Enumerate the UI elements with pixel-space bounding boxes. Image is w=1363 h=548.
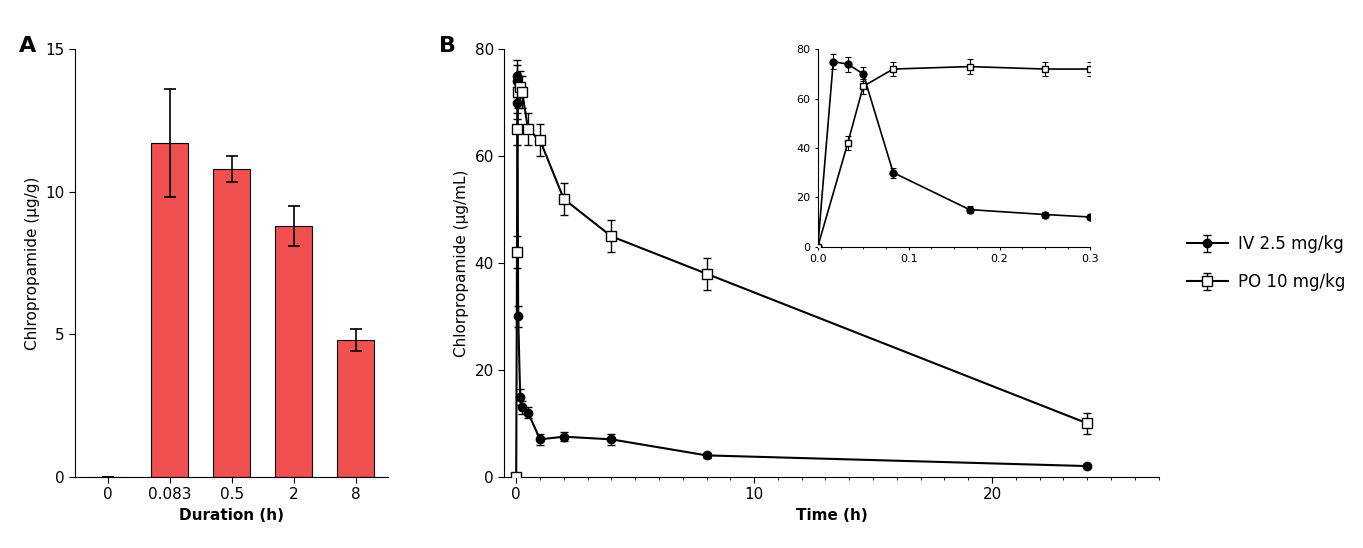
X-axis label: Time (h): Time (h) [796,508,867,523]
Text: A: A [19,37,35,56]
Bar [275,226,312,477]
Bar [213,169,251,477]
Bar [151,144,188,477]
Bar [337,340,375,477]
X-axis label: Duration (h): Duration (h) [179,508,285,523]
Text: B: B [439,37,455,56]
Y-axis label: Chlorpropamide (μg/mL): Chlorpropamide (μg/mL) [454,169,469,357]
Y-axis label: Chlropropamide (μg/g): Chlropropamide (μg/g) [25,176,40,350]
Legend: IV 2.5 mg/kg, PO 10 mg/kg: IV 2.5 mg/kg, PO 10 mg/kg [1180,229,1352,298]
